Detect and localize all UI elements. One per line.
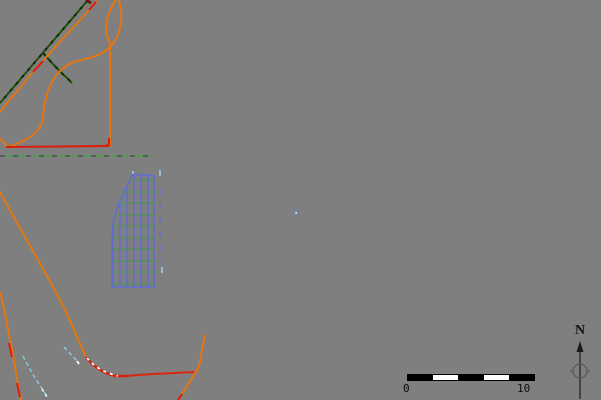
road-northwest-diagonal: [0, 0, 98, 113]
road-loop-west-strand: [105, 0, 117, 146]
scale-bar-segment-0: [408, 375, 434, 380]
road-west-edge-tip: [0, 137, 8, 147]
stream-lower: [22, 355, 49, 399]
railway-branch-dashes: [42, 52, 73, 84]
scale-bar: [407, 374, 535, 381]
north-arrow-head: [576, 341, 584, 352]
harbor-outline-left: [111, 173, 134, 287]
north-arrow-icon: [570, 341, 590, 399]
road-junction-vertical: [177, 334, 206, 400]
road-northwest-red-segment-top: [88, 1, 97, 11]
road-southwest-diagonal: [0, 191, 87, 358]
road-southwest-red-segment-lower: [16, 382, 21, 398]
road-bend-red-base: [85, 356, 127, 378]
harbor-outline-top: [132, 173, 156, 177]
scale-bar-segment-4: [508, 375, 535, 380]
stream-upper: [63, 346, 79, 363]
road-bend-white-dashes: [86, 357, 119, 377]
scale-bar-segment-3: [483, 375, 509, 380]
scale-bar-segment-1: [433, 375, 459, 380]
road-south-horizontal: [124, 371, 198, 377]
road-red-horizontal: [5, 145, 110, 148]
road-corner-red-joint: [103, 138, 110, 147]
north-label: N: [574, 323, 586, 338]
railway-line: [0, 0, 89, 104]
harbor-berth-lines-horizontal: [112, 179, 155, 285]
railway-end-tick: [85, 0, 92, 5]
north-indicator: N: [560, 323, 601, 400]
scale-label-end: 10: [517, 382, 531, 395]
scale-label-start: 0: [403, 382, 410, 395]
small-buoy-marker-highlight: [295, 212, 297, 214]
scale-bar-segment-2: [458, 375, 484, 380]
road-northwest-red-segment-mid: [32, 60, 44, 73]
road-southwest-red-segment-upper: [8, 342, 13, 358]
stream-upper-white-dot: [76, 360, 80, 365]
stream-lower-white-end: [41, 388, 48, 398]
road-junction-red-tip: [177, 393, 183, 400]
road-loop-east-strand-and-branch: [7, 0, 123, 148]
